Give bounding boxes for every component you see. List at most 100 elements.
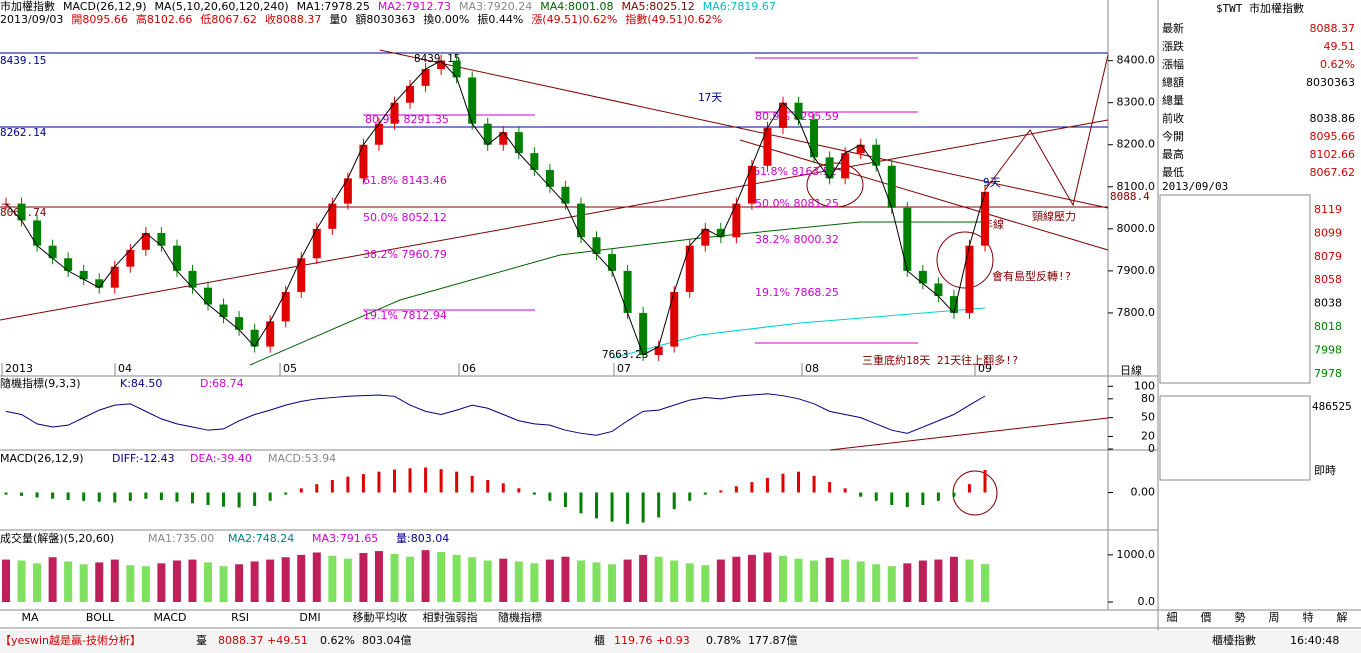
macd-bar [51,492,55,499]
candle [390,102,399,124]
y-tick-label: 0 [1148,442,1155,455]
candle [872,144,881,166]
y-tick-label: 8400.0 [1117,54,1156,67]
y-tick-label: 20 [1141,429,1155,442]
macd-bar [828,482,832,493]
status-item: 8088.37 +49.51 [218,634,308,647]
tab[interactable]: 特 [1303,610,1314,624]
candle [794,102,803,120]
volume-bar [437,552,446,602]
volume-bar [576,560,585,602]
label: DIFF:-12.43 [112,452,175,465]
candle [297,258,306,292]
macd-bar [734,486,738,493]
y-tick-label: 8200.0 [1117,138,1156,151]
header-item: MA4:8001.08 [540,0,613,13]
macd-bar [874,492,878,501]
candle [235,317,244,330]
info-value: 8102.66 [1310,148,1356,161]
macd-bar [97,492,101,502]
candle [343,178,352,204]
info-label: 最高 [1162,147,1184,161]
candle [903,207,912,271]
volume-bar [374,551,383,602]
indicator-button[interactable]: DMI [299,611,320,624]
candle [747,165,756,204]
indicator-button[interactable]: MACD [154,611,187,624]
candle [825,157,834,179]
macd-bar [548,492,552,501]
info-label: 前收 [1162,111,1184,125]
label: D:68.74 [200,377,244,390]
volume-bar [468,557,477,602]
volume-bar [778,555,787,602]
macd-bar [610,492,614,522]
header-item: MACD(26,12,9) [63,0,147,13]
annotation: 7663.23 [602,348,648,361]
candle [670,291,679,347]
tab[interactable]: 周 [1269,611,1280,624]
indicator-button[interactable]: RSI [231,611,249,624]
indicator-button[interactable]: BOLL [86,611,115,624]
info-value: 0.62% [1320,58,1355,71]
mini-tick: 8119 [1314,203,1342,216]
volume-bar [499,558,508,602]
candle [981,191,989,246]
volume-bar [670,560,679,602]
volume-bar [328,555,337,602]
fib-label: 80.9% 8291.35 [365,113,449,126]
macd-bar [424,467,428,493]
status-item: 177.87億 [748,634,798,647]
volume-bar [266,559,275,602]
candle [949,296,958,313]
volume-bar [965,559,974,602]
y-tick-label: 0.00 [1131,486,1156,499]
macd-bar [144,492,148,499]
mini-tick: 8018 [1314,320,1342,333]
candle [95,279,104,288]
volume-bar [639,554,648,602]
volume-bar [110,559,119,602]
volume-bar [219,566,228,602]
macd-bar [346,476,350,493]
volume-bar [141,566,150,602]
candle [592,237,601,255]
indicator-button[interactable]: 相對強弱指 [423,610,478,624]
macd-bar [967,484,971,493]
indicator-button[interactable]: MA [21,611,38,624]
info-label: 最新 [1162,21,1184,35]
tab[interactable]: 價 [1201,610,1212,624]
y-tick-label: 8100.0 [1117,180,1156,193]
volume-bar [452,554,461,602]
volume-bar [856,561,865,602]
macd-bar [284,492,288,495]
info-label: 總量 [1162,93,1184,107]
info-label: 最低 [1162,166,1184,179]
candle [188,270,197,288]
candle [608,254,617,271]
macd-bar [672,492,676,510]
macd-bar [206,492,210,505]
volume-bar [483,560,492,602]
macd-bar [222,492,226,507]
candle [530,153,539,170]
volume-bar [235,564,244,602]
macd-bar [455,471,459,493]
status-item: 0.78% [706,634,741,647]
candle [33,220,42,246]
tab[interactable]: 細 [1167,611,1178,624]
volume-bar [654,556,663,602]
indicator-button[interactable]: 隨機指標 [498,610,542,624]
mini-tick: 8079 [1314,250,1342,263]
status-item: 16:40:48 [1290,634,1339,647]
candle [250,329,259,347]
candle [17,203,26,221]
indicator-button[interactable]: 移動平均收 [353,610,408,624]
volume-bar [810,560,819,602]
mini-tick: 7998 [1314,343,1342,356]
tab[interactable]: 勢 [1235,610,1246,624]
tab[interactable]: 解 [1337,610,1348,624]
price-label: 8439.15 [0,54,46,67]
volume-bar [747,554,756,602]
info-label: 漲幅 [1162,58,1184,71]
